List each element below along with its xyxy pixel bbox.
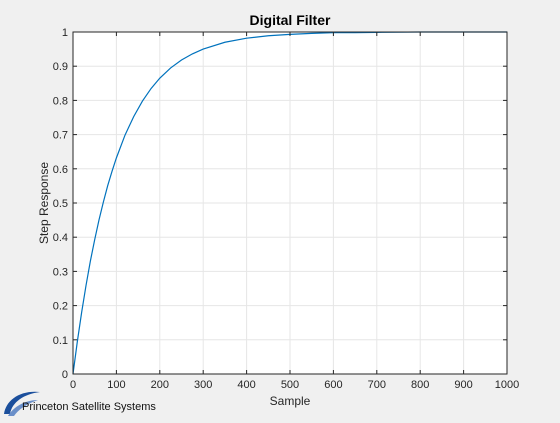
- x-tick-label: 300: [194, 379, 212, 391]
- y-tick-label: 0.6: [53, 164, 68, 176]
- y-tick-label: 1: [62, 27, 68, 39]
- x-tick-label: 200: [151, 379, 169, 391]
- y-tick-label: 0.1: [53, 335, 68, 347]
- x-tick-label: 1000: [495, 379, 519, 391]
- y-tick-label: 0.8: [53, 95, 68, 107]
- x-tick-label: 900: [454, 379, 472, 391]
- x-axis-label: Sample: [270, 394, 311, 408]
- grid: [73, 32, 507, 374]
- chart-title: Digital Filter: [250, 12, 331, 28]
- x-tick-label: 800: [411, 379, 429, 391]
- satellite-swoosh-icon: [4, 391, 40, 416]
- y-axis-label: Step Response: [37, 162, 51, 244]
- ticks: 0 100 200 300 400 500 600 700 800 900 1000 0 0.1 0.2 0…: [53, 27, 520, 391]
- x-tick-label: 100: [107, 379, 125, 391]
- x-tick-label: 500: [281, 379, 299, 391]
- y-tick-label: 0.7: [53, 130, 68, 142]
- y-tick-label: 0.5: [53, 198, 68, 210]
- y-tick-label: 0.3: [53, 266, 68, 278]
- x-tick-label: 400: [237, 379, 255, 391]
- company-name: Princeton Satellite Systems: [22, 401, 156, 413]
- x-tick-label: 700: [368, 379, 386, 391]
- y-tick-label: 0.9: [53, 61, 68, 73]
- x-tick-label: 0: [70, 379, 76, 391]
- y-tick-label: 0: [62, 369, 68, 381]
- company-logo: Princeton Satellite Systems: [2, 386, 162, 418]
- y-tick-label: 0.2: [53, 301, 68, 313]
- y-tick-label: 0.4: [53, 232, 68, 244]
- x-tick-label: 600: [324, 379, 342, 391]
